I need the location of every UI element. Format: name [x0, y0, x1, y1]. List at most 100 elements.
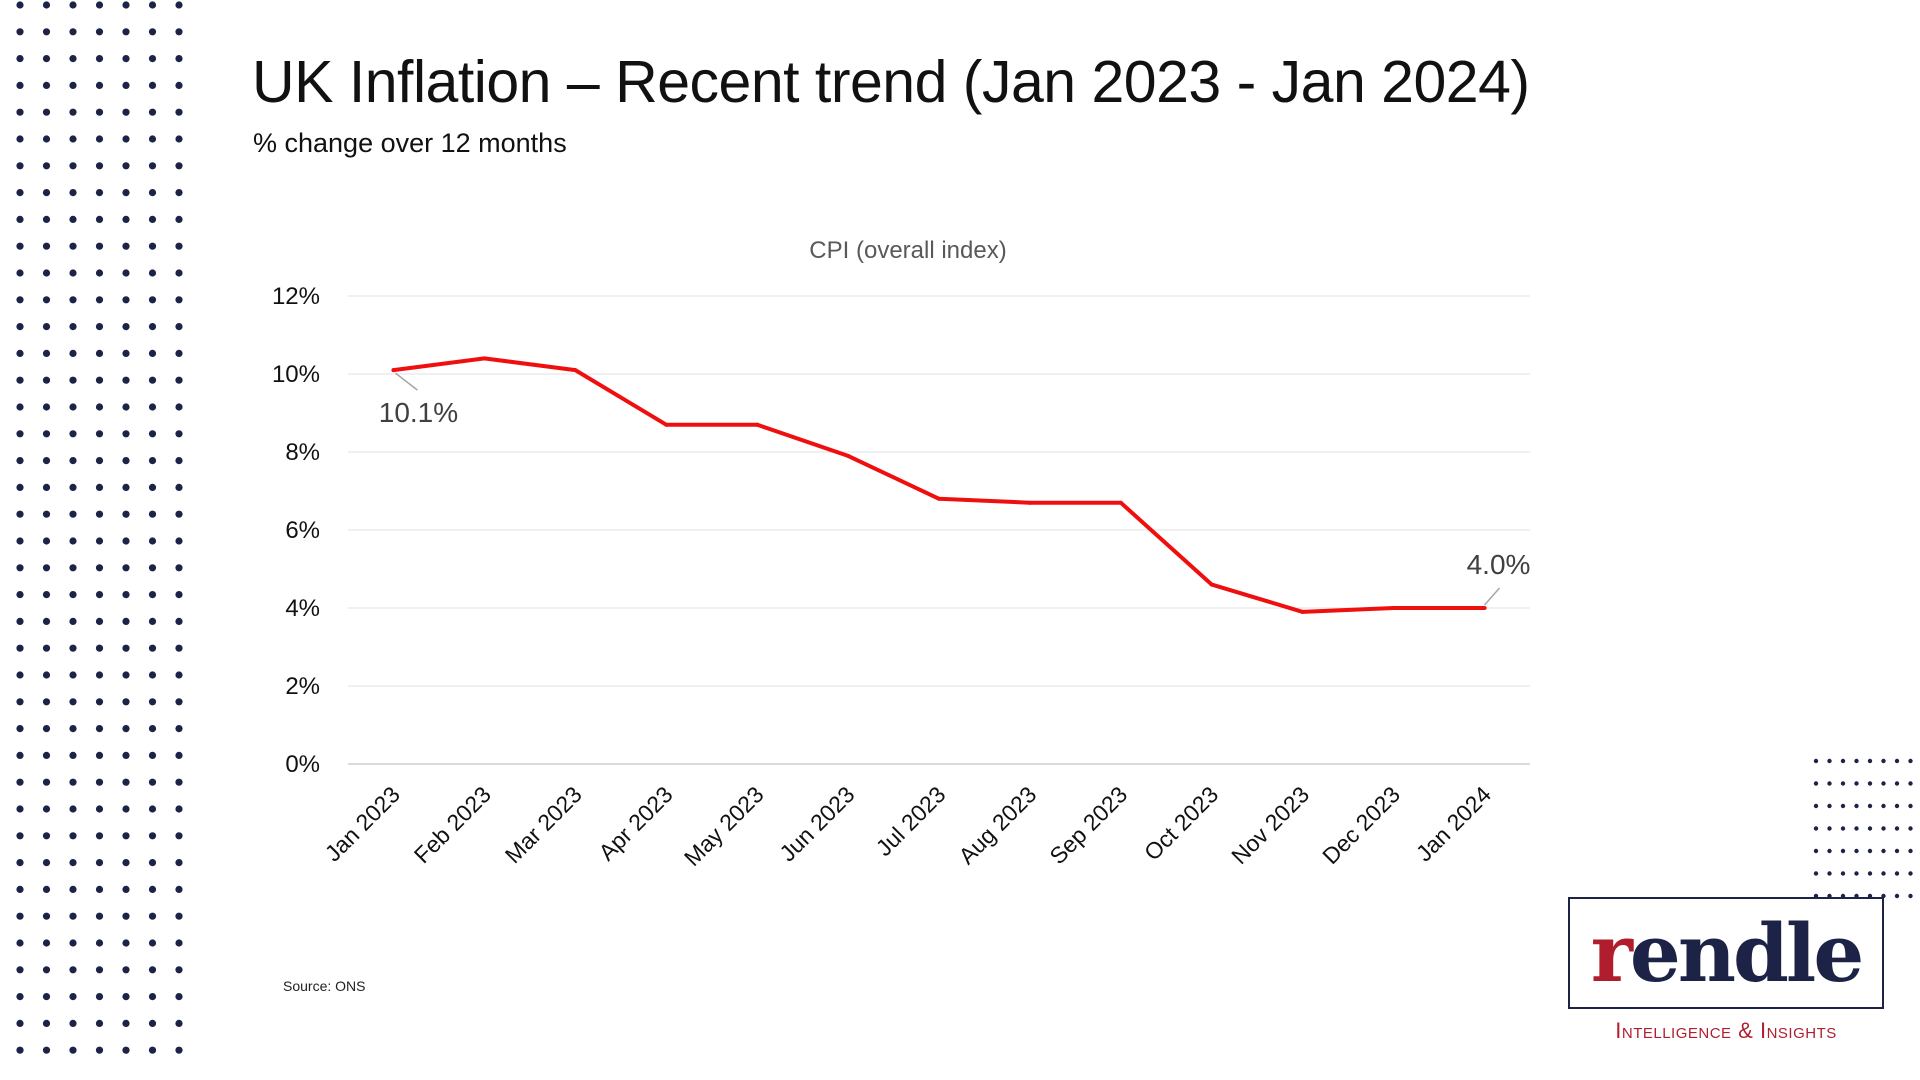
decor-dot	[69, 832, 77, 840]
decor-dot	[42, 725, 51, 733]
decor-dot	[1908, 803, 1913, 809]
decor-dot	[1854, 758, 1859, 764]
decor-dot	[69, 1019, 77, 1027]
decor-dot	[16, 81, 24, 89]
page-subtitle: % change over 12 months	[253, 128, 567, 158]
decor-dot	[42, 376, 51, 384]
decor-dot	[16, 591, 24, 599]
decor-dot	[16, 215, 24, 223]
decor-dot	[1894, 826, 1900, 831]
decor-dot	[95, 939, 104, 947]
decor-dot	[69, 269, 77, 277]
decor-dot	[95, 885, 104, 894]
decor-dot	[16, 349, 24, 357]
decor-dot	[148, 591, 157, 599]
decor-dot	[122, 349, 130, 357]
decor-dot	[16, 323, 24, 331]
decor-dot	[16, 376, 24, 384]
decor-dot	[16, 269, 24, 277]
decor-dot	[175, 81, 183, 89]
decor-dot	[69, 55, 77, 63]
dot-pattern-left	[16, 1, 183, 1054]
decor-dot	[122, 537, 130, 545]
decor-dot	[16, 189, 24, 197]
decor-dot	[1840, 758, 1846, 764]
decor-dot	[122, 1019, 130, 1027]
decor-dot	[148, 885, 157, 894]
x-tick-label: Mar 2023	[500, 781, 587, 868]
cpi-data-point	[391, 368, 396, 373]
decor-dot	[16, 1, 24, 9]
decor-dot	[95, 269, 104, 277]
decor-dot	[95, 966, 104, 974]
y-tick-label: 4%	[285, 595, 320, 622]
cpi-data-point	[1027, 500, 1032, 505]
decor-dot	[175, 617, 183, 626]
decor-dot	[175, 189, 183, 197]
x-tick-label: Jun 2023	[774, 781, 859, 866]
decor-dot	[16, 1019, 24, 1027]
decor-dot	[175, 537, 183, 545]
decor-dot	[148, 1, 157, 9]
y-tick-label: 10%	[272, 361, 320, 388]
decor-dot	[95, 108, 104, 116]
logo-wordmark: rendle	[1590, 906, 1864, 1000]
decor-dot	[175, 939, 183, 947]
decor-dot	[175, 1, 183, 9]
decor-dot	[122, 698, 130, 706]
decor-dot	[95, 1019, 104, 1027]
decor-dot	[42, 349, 51, 357]
decor-dot	[1827, 871, 1832, 876]
decor-dot	[122, 1046, 130, 1054]
decor-dot	[1854, 781, 1859, 786]
decor-dot	[122, 81, 130, 89]
decor-dot	[1881, 781, 1886, 786]
decor-dot	[95, 135, 104, 143]
decor-dot	[1840, 803, 1846, 809]
decor-dot	[42, 537, 51, 545]
decor-dot	[69, 510, 77, 518]
decor-dot	[1813, 871, 1819, 876]
decor-dot	[1854, 848, 1859, 854]
decor-dot	[95, 430, 104, 438]
decor-dot	[122, 751, 130, 760]
decor-dot	[148, 323, 157, 331]
decor-dot	[175, 778, 183, 786]
decor-dot	[42, 993, 51, 1001]
decor-dot	[95, 912, 104, 920]
decor-dot	[95, 483, 104, 491]
decor-dot	[42, 269, 51, 277]
decor-dot	[69, 242, 77, 250]
decor-dot	[42, 966, 51, 974]
decor-dot	[42, 644, 51, 652]
decor-dot	[175, 751, 183, 760]
decor-dot	[95, 215, 104, 223]
decor-dot	[122, 1, 130, 9]
decor-dot	[148, 644, 157, 652]
decor-dot	[122, 242, 130, 250]
decor-dot	[1908, 871, 1913, 876]
decor-dot	[122, 617, 130, 626]
decor-dot	[1881, 826, 1886, 831]
cpi-data-point	[1300, 609, 1305, 614]
decor-dot	[69, 323, 77, 331]
decor-dot	[69, 537, 77, 545]
decor-dot	[69, 912, 77, 920]
decor-dot	[69, 939, 77, 947]
decor-dot	[16, 28, 24, 36]
decor-dot	[122, 55, 130, 63]
decor-dot	[95, 564, 104, 572]
decor-dot	[42, 885, 51, 894]
decor-dot	[148, 564, 157, 572]
decor-dot	[175, 698, 183, 706]
decor-dot	[16, 778, 24, 786]
decor-dot	[122, 725, 130, 733]
y-tick-label: 0%	[285, 751, 320, 778]
decor-dot	[1813, 826, 1819, 831]
decor-dot	[42, 242, 51, 250]
decor-dot	[69, 349, 77, 357]
decor-dot	[148, 349, 157, 357]
decor-dot	[95, 617, 104, 626]
decor-dot	[16, 698, 24, 706]
decor-dot	[175, 1046, 183, 1054]
